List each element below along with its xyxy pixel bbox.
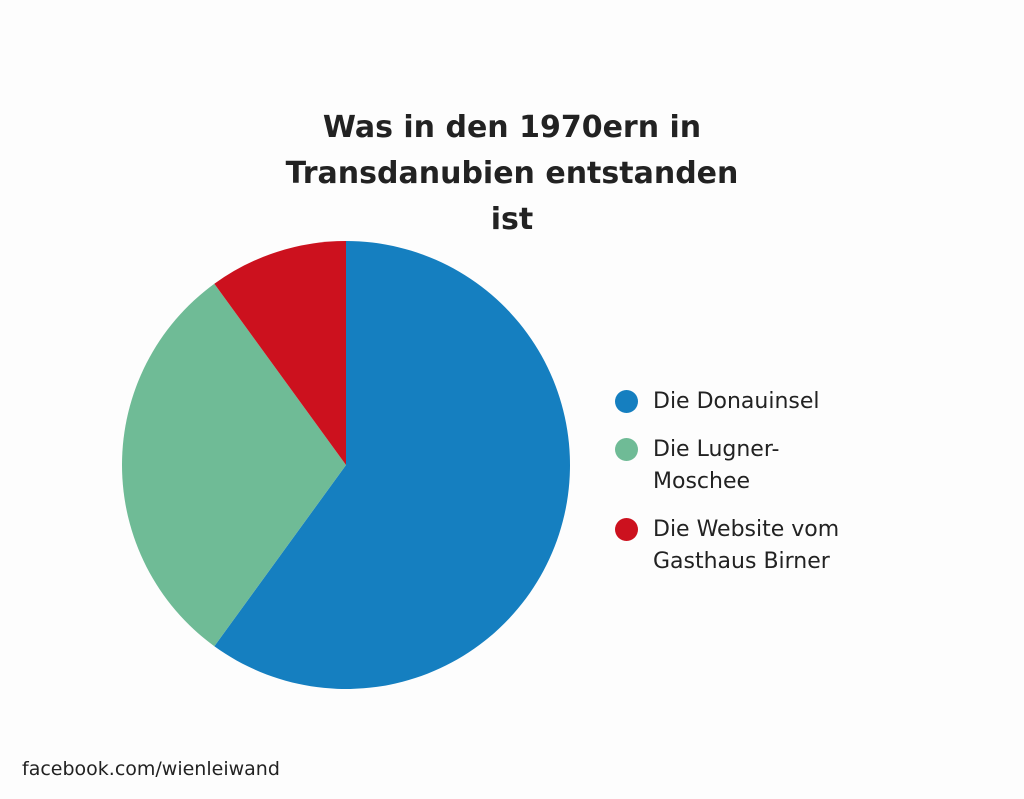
chart-title: Was in den 1970ern in Transdanubien ents… — [285, 110, 739, 237]
pie-slice — [121, 283, 347, 647]
legend: Die Donauinsel Die Lugner-Moschee Die Webs… — [615, 386, 915, 594]
legend-label: Die Donauinsel — [653, 389, 820, 414]
legend-swatch — [615, 438, 638, 461]
legend-swatch — [615, 390, 638, 413]
legend-swatch — [615, 518, 638, 541]
pie-slice — [214, 241, 346, 465]
legend-item: Die Donauinsel — [615, 386, 915, 418]
pie-slice — [214, 241, 571, 689]
legend-label: Die Website vom Gasthaus Birner — [653, 517, 840, 574]
legend-label: Die Lugner-Moschee — [653, 437, 780, 494]
source: facebook.com/wienleiwand — [22, 758, 280, 780]
legend-item: Die Lugner-Moschee — [615, 434, 915, 498]
legend-item: Die Website vom Gasthaus Birner — [615, 514, 915, 578]
